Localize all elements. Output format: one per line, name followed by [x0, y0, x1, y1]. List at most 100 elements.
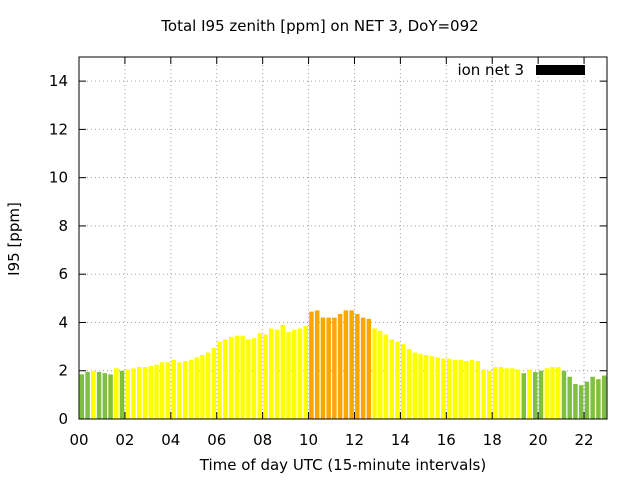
bar — [205, 352, 211, 419]
bar — [406, 349, 412, 419]
bar — [584, 381, 590, 419]
bar — [378, 330, 383, 419]
bar — [79, 374, 85, 419]
bar — [469, 359, 475, 419]
bar — [401, 344, 406, 419]
x-axis-label: Time of day UTC (15-minute intervals) — [199, 456, 487, 474]
bar — [412, 352, 417, 419]
bar — [91, 370, 96, 419]
bar — [240, 335, 245, 419]
x-tick-label: 10 — [299, 431, 318, 449]
bar — [320, 317, 326, 419]
bar — [188, 359, 194, 419]
bar — [573, 384, 578, 419]
bar — [349, 310, 354, 419]
plot-frame — [78, 56, 608, 420]
bar — [395, 341, 400, 419]
bar — [246, 339, 251, 419]
bar — [533, 371, 538, 419]
bar — [182, 361, 188, 419]
bar — [96, 371, 102, 419]
bar — [435, 357, 440, 419]
bar — [114, 368, 119, 419]
bar — [555, 367, 561, 419]
bar — [590, 376, 595, 419]
bar — [475, 361, 481, 419]
bar — [366, 318, 372, 419]
y-tick-label: 14 — [49, 72, 68, 90]
bar — [125, 369, 131, 419]
y-tick-label: 6 — [58, 265, 68, 283]
bar — [337, 314, 343, 419]
bar — [515, 369, 521, 419]
y-tick-label: 4 — [58, 313, 68, 331]
bar — [257, 333, 263, 419]
bar — [423, 355, 429, 419]
bar — [131, 368, 136, 419]
bar — [561, 370, 567, 419]
y-tick-label: 10 — [49, 169, 68, 187]
x-tick-label: 02 — [115, 431, 134, 449]
y-axis-label: I95 [ppm] — [5, 202, 23, 276]
bar — [303, 326, 308, 419]
bar — [137, 367, 142, 419]
bar — [286, 332, 291, 419]
bar — [234, 335, 240, 419]
bar — [291, 329, 297, 419]
bar — [446, 358, 452, 419]
bar — [211, 347, 217, 419]
x-tick-label: 14 — [391, 431, 410, 449]
x-tick-label: 12 — [345, 431, 364, 449]
x-tick-label: 20 — [529, 431, 548, 449]
bar — [165, 362, 171, 419]
bar — [464, 361, 469, 419]
y-tick-label: 12 — [49, 120, 68, 138]
bar — [309, 311, 314, 419]
bar — [355, 314, 360, 419]
x-tick-label: 22 — [574, 431, 593, 449]
legend-swatch — [536, 65, 585, 75]
bar — [360, 317, 366, 419]
bar — [269, 328, 274, 419]
bar — [372, 328, 377, 419]
bar — [544, 368, 549, 419]
legend-label: ion net 3 — [457, 61, 524, 79]
bar — [280, 324, 285, 419]
bar — [142, 367, 148, 419]
bar — [418, 353, 423, 419]
bar — [567, 376, 572, 419]
bar — [263, 334, 268, 419]
bar — [332, 317, 337, 419]
bar — [458, 359, 463, 419]
x-tick-label: 18 — [483, 431, 502, 449]
bar — [510, 368, 515, 419]
y-tick-label: 2 — [58, 362, 68, 380]
x-tick-label: 16 — [437, 431, 456, 449]
bar — [487, 370, 492, 419]
bar — [228, 336, 234, 419]
bar — [527, 369, 532, 419]
bar — [481, 369, 486, 419]
bar — [601, 375, 607, 419]
bar — [504, 368, 509, 419]
bar — [326, 317, 331, 419]
bar — [85, 371, 90, 419]
bar — [441, 358, 446, 419]
bar — [429, 356, 435, 419]
bar — [297, 328, 303, 419]
bar — [498, 367, 504, 419]
bar — [596, 379, 601, 419]
bar — [521, 373, 527, 419]
bar — [383, 334, 389, 419]
bar — [314, 310, 320, 419]
bar — [578, 385, 584, 419]
bar — [108, 374, 113, 419]
bar — [389, 339, 395, 419]
bar — [452, 359, 458, 419]
x-tick-label: 04 — [161, 431, 180, 449]
y-tick-label: 8 — [58, 217, 68, 235]
x-tick-label: 06 — [207, 431, 226, 449]
bar — [102, 373, 108, 419]
bar — [171, 359, 176, 419]
